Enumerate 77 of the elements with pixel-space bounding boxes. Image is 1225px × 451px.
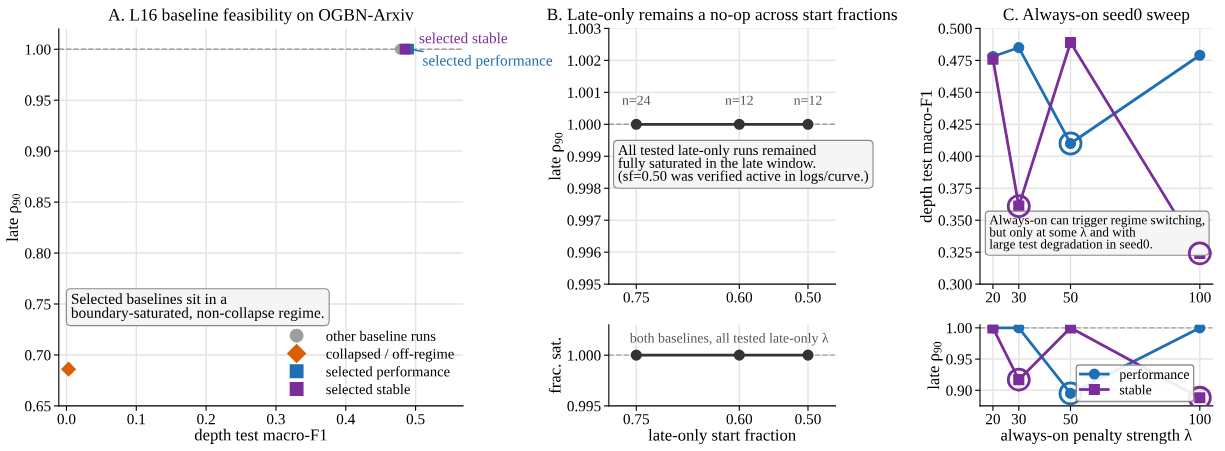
y-axis-title: late ρ$_{90}$ <box>6 193 22 242</box>
x-tick-label: 50 <box>1063 292 1078 303</box>
x-tick-label: 0.75 <box>623 413 650 425</box>
y-tick-label: 0.995 <box>567 401 601 412</box>
y-tick-label: 0.450 <box>938 87 972 98</box>
x-tick-label: 20 <box>985 292 1000 303</box>
y-tick-label: 0.300 <box>938 279 972 290</box>
y-tick-label: 0.997 <box>567 215 601 226</box>
y-tick-label: 0.75 <box>25 299 51 310</box>
y-tick-label: 0.95 <box>946 354 972 365</box>
y-tick-label: 0.995 <box>567 279 601 290</box>
y-tick-label: 0.90 <box>25 146 51 157</box>
x-tick-label: 0.50 <box>795 413 821 425</box>
annotation: both baselines, all tested late-only λ <box>629 332 829 346</box>
chart-title: C. Always-on seed0 sweep <box>1003 8 1190 24</box>
y-tick-label: 0.80 <box>25 248 51 259</box>
legend-label: other baseline runs <box>326 330 436 341</box>
x-tick-label: 100 <box>1189 413 1211 425</box>
x-tick-label: 30 <box>1011 413 1026 425</box>
x-tick-label: 100 <box>1189 292 1211 303</box>
y-tick-label: 0.999 <box>567 151 601 162</box>
y-tick-label: 0.475 <box>938 55 972 66</box>
y-axis-title: depth test macro-F1 <box>920 90 936 223</box>
annotation: Always-on can trigger regime switching, but only at some λ and with large test degradation in seed0. <box>989 215 1205 252</box>
annotation: selected stable <box>419 32 508 44</box>
x-tick-label: 0.60 <box>726 413 753 425</box>
y-tick-label: 0.65 <box>25 401 51 412</box>
legend-label: selected performance <box>326 366 450 380</box>
y-tick-label: 1.003 <box>568 23 601 34</box>
legend-label: collapsed / off-regime <box>326 348 454 362</box>
x-tick-label: 0.3 <box>266 413 285 425</box>
y-tick-label: 1.000 <box>568 119 601 130</box>
y-axis-title: frac. sat. <box>548 337 561 394</box>
y-axis-title: late ρ$_{90}$ <box>548 132 564 181</box>
y-tick-label: 0.375 <box>938 183 972 194</box>
annotation: All tested late-only runs remained fully saturated in the late window. (sf=0.50 was verified active in logs/curve.) <box>618 144 869 184</box>
y-tick-label: 0.95 <box>25 95 51 106</box>
x-tick-label: 50 <box>1063 413 1078 425</box>
y-tick-label: 0.350 <box>938 215 972 226</box>
x-tick-label: 30 <box>1011 292 1026 303</box>
y-tick-label: 0.996 <box>567 247 601 258</box>
legend-label: performance <box>1119 369 1190 382</box>
annotation: n=12 <box>793 95 822 105</box>
x-tick-label: 0.60 <box>726 292 753 303</box>
x-tick-label: 0.75 <box>623 292 650 303</box>
x-axis-title: late-only start fraction <box>648 428 796 445</box>
annotation: selected performance <box>423 54 553 69</box>
x-tick-label: 0.0 <box>57 413 76 425</box>
x-axis-title: depth test macro-F1 <box>194 428 327 444</box>
y-axis-title: late ρ$_{90}$ <box>927 341 943 390</box>
x-tick-label: 0.1 <box>127 413 145 425</box>
chart-title: B. Late-only remains a no-op across start fractions <box>547 7 897 24</box>
x-axis-title: always-on penalty strength λ <box>1001 428 1193 445</box>
chart-title: A. L16 baseline feasibility on OGBN-Arxiv <box>108 8 414 25</box>
x-tick-label: 0.5 <box>406 413 425 425</box>
annotation: n=24 <box>622 95 651 105</box>
x-tick-label: 0.4 <box>336 413 356 425</box>
y-tick-label: 0.85 <box>25 197 51 208</box>
y-tick-label: 1.000 <box>568 350 601 361</box>
x-tick-label: 0.50 <box>795 292 821 303</box>
annotation: n=12 <box>725 95 753 105</box>
x-tick-label: 20 <box>985 413 1000 425</box>
y-tick-label: 1.001 <box>568 87 601 98</box>
y-tick-label: 1.00 <box>946 322 972 334</box>
y-tick-label: 0.500 <box>938 23 972 34</box>
y-tick-label: 1.00 <box>25 44 51 55</box>
y-tick-label: 0.70 <box>25 350 51 361</box>
x-tick-label: 0.2 <box>197 413 215 425</box>
y-tick-label: 0.400 <box>938 151 972 162</box>
y-tick-label: 1.002 <box>568 55 601 66</box>
legend-label: selected stable <box>326 383 410 395</box>
annotation: Selected baselines sit in a boundary-saturated, non-collapse regime. <box>70 293 324 322</box>
y-tick-label: 0.998 <box>567 183 601 194</box>
legend-label: stable <box>1119 384 1152 395</box>
y-tick-label: 0.325 <box>938 247 972 258</box>
y-tick-label: 0.425 <box>938 119 972 130</box>
y-tick-label: 0.90 <box>946 385 972 396</box>
